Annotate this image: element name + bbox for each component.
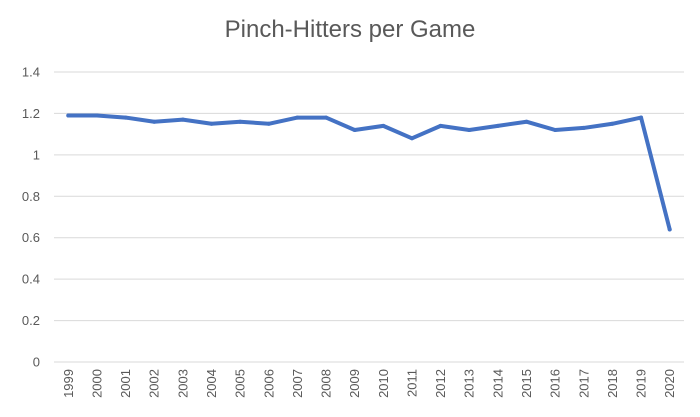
x-tick-label: 2016 [548,369,563,398]
x-tick-label: 2006 [261,369,276,398]
data-point [209,121,214,126]
data-point [324,115,329,120]
data-point [295,115,300,120]
data-point [152,119,157,124]
x-tick-label: 2013 [462,369,477,398]
y-tick-label: 0.4 [22,272,40,287]
x-tick-label: 1999 [61,369,76,398]
x-tick-label: 2011 [404,369,419,397]
x-tick-label: 2009 [347,369,362,398]
x-tick-label: 2014 [490,369,505,398]
data-point [238,119,243,124]
y-tick-label: 1 [33,147,40,162]
x-tick-label: 2001 [118,369,133,398]
data-point [667,227,672,232]
y-tick-label: 0.6 [22,230,40,245]
x-tick-label: 2010 [376,369,391,398]
data-point [381,123,386,128]
y-tick-label: 1.4 [22,65,40,80]
data-point [66,113,71,118]
y-tick-label: 0.2 [22,313,40,328]
x-tick-label: 2008 [319,369,334,398]
data-point [438,123,443,128]
chart-title: Pinch-Hitters per Game [224,16,476,43]
y-tick-label: 0.8 [22,189,40,204]
data-point [639,115,644,120]
data-point [409,136,414,141]
x-tick-label: 2003 [175,369,190,398]
series-line [66,113,672,232]
x-tick-label: 2005 [233,369,248,398]
y-tick-label: 0 [33,355,40,370]
data-point [524,119,529,124]
data-point [553,128,558,132]
data-point [467,128,472,132]
x-tick-label: 2015 [519,369,534,398]
x-tick-label: 2019 [634,369,649,398]
x-tick-label: 2002 [147,369,162,398]
x-tick-label: 2007 [290,369,305,398]
x-tick-label: 2012 [433,369,448,398]
data-point [180,117,185,122]
x-tick-label: 2018 [605,369,620,398]
x-tick-label: 2020 [662,369,677,398]
data-point [581,125,586,130]
data-point [610,121,615,126]
data-point [94,113,99,118]
x-tick-label: 2000 [89,369,104,398]
data-point [123,115,128,120]
data-point [352,128,357,132]
data-point [495,123,500,128]
x-tick-label: 2004 [204,369,219,398]
x-tick-label: 2017 [576,369,591,398]
y-tick-label: 1.2 [22,106,40,121]
data-point [266,121,271,126]
